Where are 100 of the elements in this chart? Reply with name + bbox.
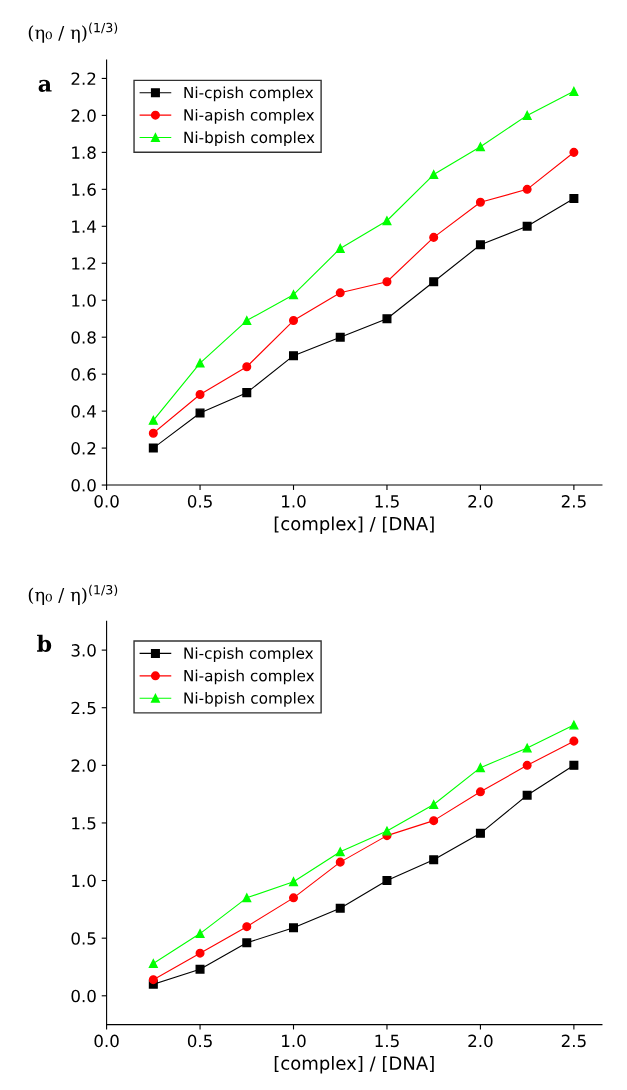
- point: [475, 142, 485, 152]
- point: [522, 221, 532, 231]
- point: [288, 290, 299, 300]
- point: [522, 184, 532, 194]
- y-tick-label: 2.5: [71, 701, 96, 715]
- legend-label: Ni-apish complex: [184, 669, 315, 685]
- y-tick-label: 0.4: [71, 405, 96, 418]
- legend-label: Ni-cpish complex: [184, 647, 314, 662]
- point: [242, 922, 252, 932]
- point: [569, 86, 579, 96]
- x-tick-label: 0.0: [94, 1034, 119, 1048]
- point: [475, 787, 485, 797]
- y-tick-label: 1.4: [72, 220, 96, 233]
- point: [475, 828, 485, 838]
- point: [429, 799, 439, 810]
- y-tick-label: 2.0: [71, 109, 96, 122]
- x-tick-label: 1.0: [282, 495, 306, 508]
- point: [288, 351, 299, 361]
- legend-label: Ni-apish complex: [184, 108, 315, 124]
- point: [195, 948, 205, 958]
- point: [335, 903, 345, 913]
- point: [429, 277, 439, 287]
- x-axis-title: [complex] / [DNA]: [274, 516, 434, 534]
- y-tick-label: 1.0: [72, 874, 96, 888]
- y-tick-label: 2.2: [71, 72, 96, 85]
- point: [429, 232, 439, 242]
- y-tick-label: 3.0: [71, 644, 96, 657]
- point: [148, 428, 158, 438]
- point: [522, 743, 532, 753]
- x-tick-label: 2.5: [561, 1034, 586, 1048]
- point: [429, 816, 439, 826]
- y-tick-label: 0.6: [71, 368, 96, 381]
- point: [522, 790, 532, 800]
- point: [288, 877, 299, 887]
- point: [569, 194, 579, 204]
- x-axis-title: [complex] / [DNA]: [274, 1056, 434, 1074]
- point: [288, 316, 299, 326]
- point: [382, 876, 392, 886]
- point: [242, 316, 252, 326]
- y-tick-label: 0.5: [71, 932, 96, 945]
- y-tick-label: 1.5: [72, 817, 96, 830]
- point: [522, 760, 532, 770]
- point: [195, 408, 205, 418]
- point: [335, 288, 345, 298]
- point: [382, 277, 392, 287]
- point: [475, 240, 485, 250]
- point: [242, 362, 252, 372]
- point: [195, 358, 205, 368]
- y-tick-label: 0.0: [71, 479, 96, 492]
- point: [382, 826, 392, 836]
- point: [195, 389, 205, 399]
- point: [195, 964, 205, 974]
- point: [148, 443, 158, 453]
- x-tick-label: 2.0: [468, 495, 493, 508]
- y-tick-label: 1.8: [72, 146, 96, 159]
- point: [429, 170, 439, 180]
- legend-label: Ni-bpish complex: [184, 131, 315, 147]
- x-tick-label: 1.5: [375, 1034, 399, 1048]
- x-tick-label: 2.5: [561, 495, 586, 508]
- point: [569, 147, 579, 157]
- point: [242, 938, 252, 948]
- point: [148, 959, 158, 969]
- chart-title: b: [37, 634, 52, 652]
- point: [148, 415, 158, 425]
- point: [382, 216, 392, 226]
- y-tick-label: 0.2: [71, 442, 96, 455]
- point: [335, 243, 345, 253]
- y-tick-label: 1.0: [72, 294, 96, 307]
- point: [569, 736, 579, 746]
- y-tick-label: 1.6: [72, 183, 96, 196]
- legend-label: Ni-bpish complex: [184, 692, 315, 707]
- point: [288, 893, 299, 903]
- y-tick-label: 0.0: [71, 989, 96, 1003]
- point: [335, 847, 345, 857]
- legend-label: Ni-cpish complex: [184, 86, 314, 102]
- point: [569, 760, 579, 770]
- x-tick-label: 2.0: [468, 1034, 493, 1048]
- text: a: [38, 79, 52, 92]
- y-tick-label: 0.8: [71, 331, 96, 344]
- point: [335, 332, 345, 342]
- point: [148, 975, 158, 985]
- x-tick-label: 0.0: [94, 495, 119, 508]
- y-tick-label: 1.2: [72, 257, 96, 270]
- x-tick-label: 1.5: [375, 495, 399, 508]
- point: [382, 314, 392, 324]
- point: [195, 929, 205, 939]
- point: [475, 197, 485, 207]
- point: [429, 855, 439, 865]
- x-tick-label: 0.5: [187, 1034, 212, 1048]
- point: [475, 763, 485, 773]
- y-axis-title: (η₀ / η)$^{(1/3)}$: [28, 22, 118, 43]
- point: [569, 720, 579, 730]
- point: [522, 110, 532, 120]
- point: [288, 923, 299, 933]
- point: [242, 893, 252, 903]
- y-axis-title: (η₀ / η)$^{(1/3)}$: [28, 584, 118, 606]
- point: [242, 388, 252, 398]
- point: [335, 857, 345, 867]
- x-tick-label: 1.0: [282, 1034, 306, 1048]
- x-tick-label: 0.5: [187, 495, 212, 508]
